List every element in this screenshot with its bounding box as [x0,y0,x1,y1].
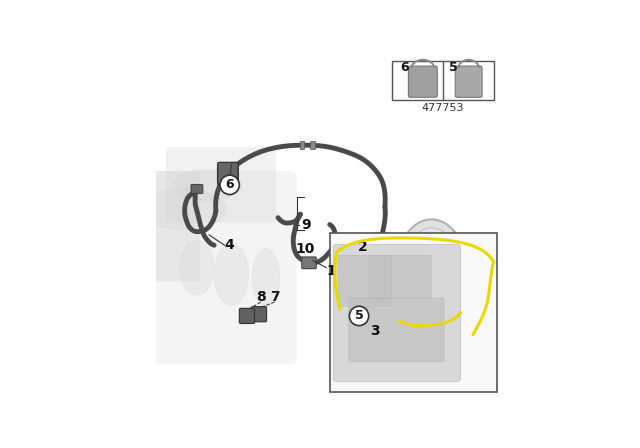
Text: 6: 6 [225,178,234,191]
Ellipse shape [180,240,214,295]
Ellipse shape [252,249,280,307]
Bar [330,233,497,392]
Text: 7: 7 [269,290,279,304]
FancyBboxPatch shape [339,255,392,306]
FancyBboxPatch shape [349,298,444,362]
FancyBboxPatch shape [239,308,255,323]
FancyBboxPatch shape [455,66,482,97]
FancyBboxPatch shape [408,66,437,97]
FancyBboxPatch shape [166,147,276,223]
FancyBboxPatch shape [302,257,316,269]
Ellipse shape [140,188,226,230]
FancyBboxPatch shape [191,185,203,194]
Ellipse shape [397,220,466,316]
FancyBboxPatch shape [218,163,238,185]
FancyBboxPatch shape [374,233,388,244]
FancyBboxPatch shape [252,306,267,322]
FancyBboxPatch shape [152,171,200,281]
Text: 2: 2 [358,240,367,254]
Text: 4: 4 [225,238,235,252]
Text: 5: 5 [449,61,457,74]
Circle shape [426,263,436,273]
Bar [310,141,314,149]
Text: 6: 6 [401,61,410,74]
Ellipse shape [404,228,459,307]
FancyBboxPatch shape [152,171,297,364]
Text: 477753: 477753 [422,103,464,113]
Ellipse shape [214,244,249,306]
Text: 3: 3 [370,324,380,338]
Text: 9: 9 [301,218,310,232]
Text: 1: 1 [326,264,337,278]
Circle shape [349,306,369,326]
FancyBboxPatch shape [333,245,461,382]
Bar [392,60,493,100]
Circle shape [220,175,239,194]
FancyBboxPatch shape [369,255,431,298]
Text: 5: 5 [355,310,364,323]
Text: 10: 10 [296,241,316,256]
Bar [300,141,304,149]
Ellipse shape [173,169,242,200]
Text: 8: 8 [256,290,266,304]
